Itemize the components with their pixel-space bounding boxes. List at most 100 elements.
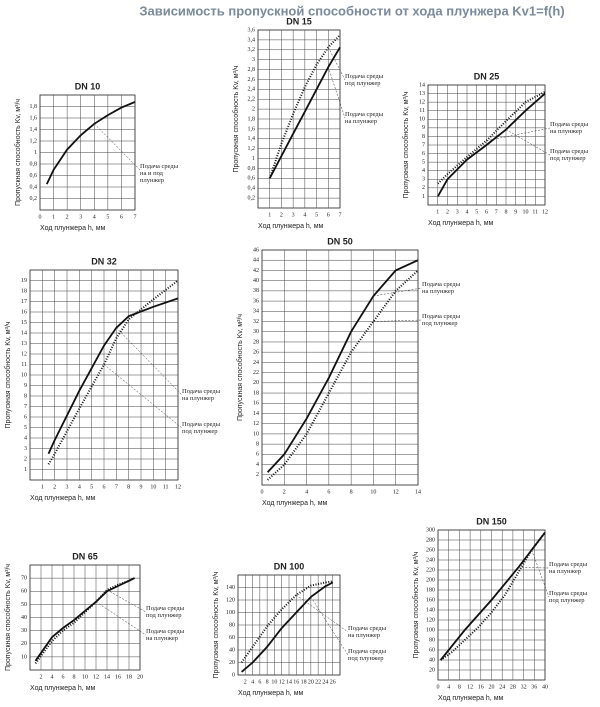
- y-tick-label: 240: [426, 557, 435, 563]
- y-tick-label: 60: [429, 647, 435, 653]
- y-tick-label: 50: [21, 602, 27, 608]
- y-tick-label: 9: [422, 125, 425, 131]
- series-annotation: Подача среды на плунжер: [422, 281, 461, 295]
- x-tick-label: 4: [251, 679, 254, 685]
- y-tick-label: 0,4: [248, 186, 256, 192]
- y-tick-label: 120: [226, 597, 235, 603]
- series-annotation: Подача среды на плунжер: [348, 625, 387, 639]
- y-tick-label: 6: [24, 414, 27, 420]
- data-line: [266, 259, 419, 473]
- x-tick-label: 9: [514, 209, 517, 215]
- y-tick-label: 13: [21, 341, 27, 347]
- x-tick-label: 2: [53, 484, 56, 490]
- x-tick-label: 1: [436, 209, 439, 215]
- y-tick-label: 40: [253, 278, 259, 284]
- y-tick-label: 14: [253, 411, 259, 417]
- y-tick-label: 22: [253, 370, 259, 376]
- x-tick-label: 8: [266, 679, 269, 685]
- data-line: [437, 92, 546, 197]
- x-tick-label: 16: [293, 679, 299, 685]
- x-tick-label: 16: [115, 674, 121, 680]
- y-tick-label: 0,4: [30, 184, 38, 190]
- y-tick-label: 5: [24, 425, 27, 431]
- y-tick-label: 1: [34, 150, 37, 156]
- data-line: [47, 297, 179, 455]
- y-tick-label: 1,4: [248, 136, 256, 142]
- x-tick-label: 4: [303, 212, 306, 218]
- y-axis-label: Пропускная способность Kv, м³/ч: [412, 551, 420, 658]
- x-axis-label: Ход плунжера h, мм: [262, 500, 328, 507]
- data-line: [437, 91, 546, 185]
- y-tick-label: 20: [229, 660, 235, 666]
- x-tick-label: 14: [104, 674, 110, 680]
- chart-title: DN 15: [286, 16, 312, 26]
- y-tick-label: 14: [21, 330, 27, 336]
- y-tick-label: 1,6: [30, 115, 38, 121]
- y-tick-label: 42: [253, 268, 259, 274]
- leader-line: [505, 129, 551, 156]
- leader-line: [116, 327, 183, 396]
- leader-line: [531, 549, 550, 598]
- x-tick-label: 6: [258, 679, 261, 685]
- y-axis-label: Пропускная способность Kv, м³/ч: [4, 321, 12, 428]
- y-axis-label: Пропускная способность Kv, м³/ч: [4, 564, 12, 671]
- y-tick-label: 1,8: [248, 116, 256, 122]
- chart-title: DN 32: [91, 256, 117, 266]
- y-tick-label: 180: [426, 587, 435, 593]
- y-axis-label: Пропускная способность Kv, м³/ч: [402, 91, 410, 198]
- y-tick-label: 24: [253, 360, 259, 366]
- y-tick-label: 70: [21, 576, 27, 582]
- y-tick-label: 60: [229, 635, 235, 641]
- series-annotation: Подача среды на плунжер: [549, 561, 588, 575]
- y-tick-label: 12: [419, 100, 425, 106]
- x-tick-label: 8: [458, 684, 461, 690]
- y-tick-label: 5: [422, 160, 425, 166]
- x-tick-label: 3: [456, 209, 459, 215]
- y-tick-label: 26: [253, 350, 259, 356]
- y-tick-label: 1: [252, 156, 255, 162]
- x-tick-label: 2: [283, 489, 286, 495]
- series-annotation: Подача среды под плунжер: [348, 648, 387, 662]
- data-line: [268, 34, 341, 179]
- leader-line: [373, 319, 423, 322]
- y-tick-label: 15: [21, 320, 27, 326]
- x-tick-label: 8: [127, 484, 130, 490]
- y-tick-label: 30: [21, 628, 27, 634]
- y-tick-label: 7: [24, 404, 27, 410]
- x-tick-label: 12: [279, 679, 285, 685]
- y-tick-label: 0: [232, 672, 235, 678]
- y-tick-label: 200: [426, 577, 435, 583]
- series-annotation: Подача среды под плунжер: [549, 590, 588, 604]
- leader-line: [103, 364, 183, 429]
- leader-line: [94, 123, 141, 171]
- data-line: [34, 577, 135, 662]
- x-tick-label: 6: [103, 484, 106, 490]
- chart-title: DN 150: [476, 516, 507, 526]
- y-tick-label: 11: [419, 108, 425, 114]
- y-tick-label: 19: [21, 278, 27, 284]
- x-tick-label: 18: [126, 674, 132, 680]
- x-axis-label: Ход плунжера h, мм: [428, 220, 494, 227]
- x-tick-label: 12: [393, 489, 399, 495]
- x-tick-label: 12: [93, 674, 99, 680]
- y-tick-label: 20: [429, 667, 435, 673]
- data-line: [45, 101, 136, 185]
- leader-line: [373, 287, 423, 297]
- y-tick-label: 100: [226, 610, 235, 616]
- y-tick-label: 3,2: [248, 47, 256, 53]
- series-annotation: Подача среды под плунжер: [146, 605, 185, 619]
- y-tick-label: 120: [426, 617, 435, 623]
- x-tick-label: 3: [292, 212, 295, 218]
- x-tick-label: 7: [115, 484, 118, 490]
- y-tick-label: 100: [426, 627, 435, 633]
- x-tick-label: 7: [339, 212, 342, 218]
- page-title: Зависимость пропускной способности от хо…: [139, 3, 564, 18]
- series-annotation: Подача среды на плунжер: [182, 388, 221, 402]
- x-tick-label: 10: [370, 489, 376, 495]
- data-line: [439, 531, 546, 661]
- y-tick-label: 7: [422, 142, 425, 148]
- x-tick-label: 9: [140, 484, 143, 490]
- x-tick-label: 26: [330, 679, 336, 685]
- x-axis-label: Ход плунжера h, мм: [258, 223, 324, 230]
- series-annotation: Подача среды на плунжер: [146, 628, 185, 642]
